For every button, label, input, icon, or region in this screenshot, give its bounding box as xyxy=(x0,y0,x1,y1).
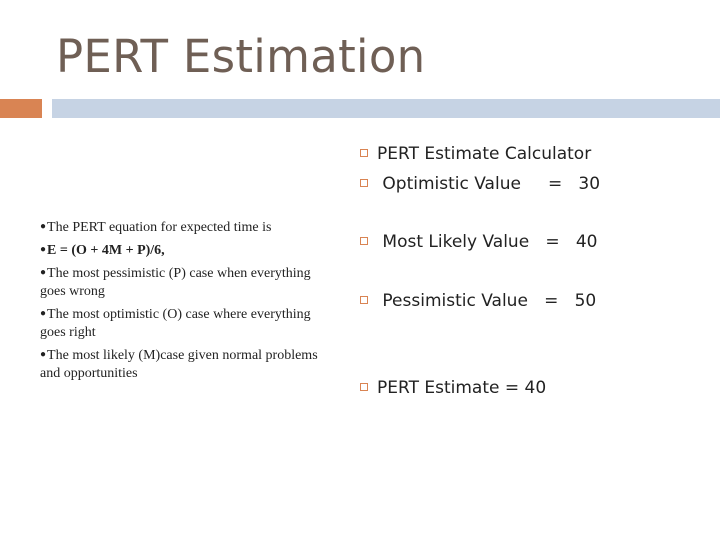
definitions-list: ●The PERT equation for expected time is … xyxy=(40,218,320,387)
list-item-text: The PERT equation for expected time is xyxy=(47,220,272,235)
optimistic-value: Optimistic Value = 30 xyxy=(360,174,600,194)
square-bullet-icon xyxy=(360,179,368,187)
bullet-icon: ● xyxy=(40,244,47,255)
list-item: ●The most likely (M)case given normal pr… xyxy=(40,346,320,383)
square-bullet-icon xyxy=(360,237,368,245)
list-item-text: The most optimistic (O) case where every… xyxy=(40,307,311,340)
list-item: ●E = (O + 4M + P)/6, xyxy=(40,241,320,260)
header-rule xyxy=(52,99,720,118)
most-likely-value: Most Likely Value = 40 xyxy=(360,232,597,252)
calculator-heading: PERT Estimate Calculator xyxy=(360,144,591,164)
pessimistic-value: Pessimistic Value = 50 xyxy=(360,291,596,311)
list-item: ●The most pessimistic (P) case when ever… xyxy=(40,264,320,301)
accent-bar xyxy=(0,99,42,118)
list-item: ●The PERT equation for expected time is xyxy=(40,218,320,237)
pert-estimate-result: PERT Estimate = 40 xyxy=(360,378,546,398)
list-item-text: The most pessimistic (P) case when every… xyxy=(40,266,311,299)
bullet-icon: ● xyxy=(40,221,47,232)
square-bullet-icon xyxy=(360,383,368,391)
formula-text: E = (O + 4M + P)/6, xyxy=(47,243,165,258)
square-bullet-icon xyxy=(360,296,368,304)
list-item: ●The most optimistic (O) case where ever… xyxy=(40,305,320,342)
bullet-icon: ● xyxy=(40,267,47,278)
bullet-icon: ● xyxy=(40,308,47,319)
list-item-text: The most likely (M)case given normal pro… xyxy=(40,348,318,381)
square-bullet-icon xyxy=(360,149,368,157)
page-title: PERT Estimation xyxy=(56,30,426,83)
bullet-icon: ● xyxy=(40,349,47,360)
